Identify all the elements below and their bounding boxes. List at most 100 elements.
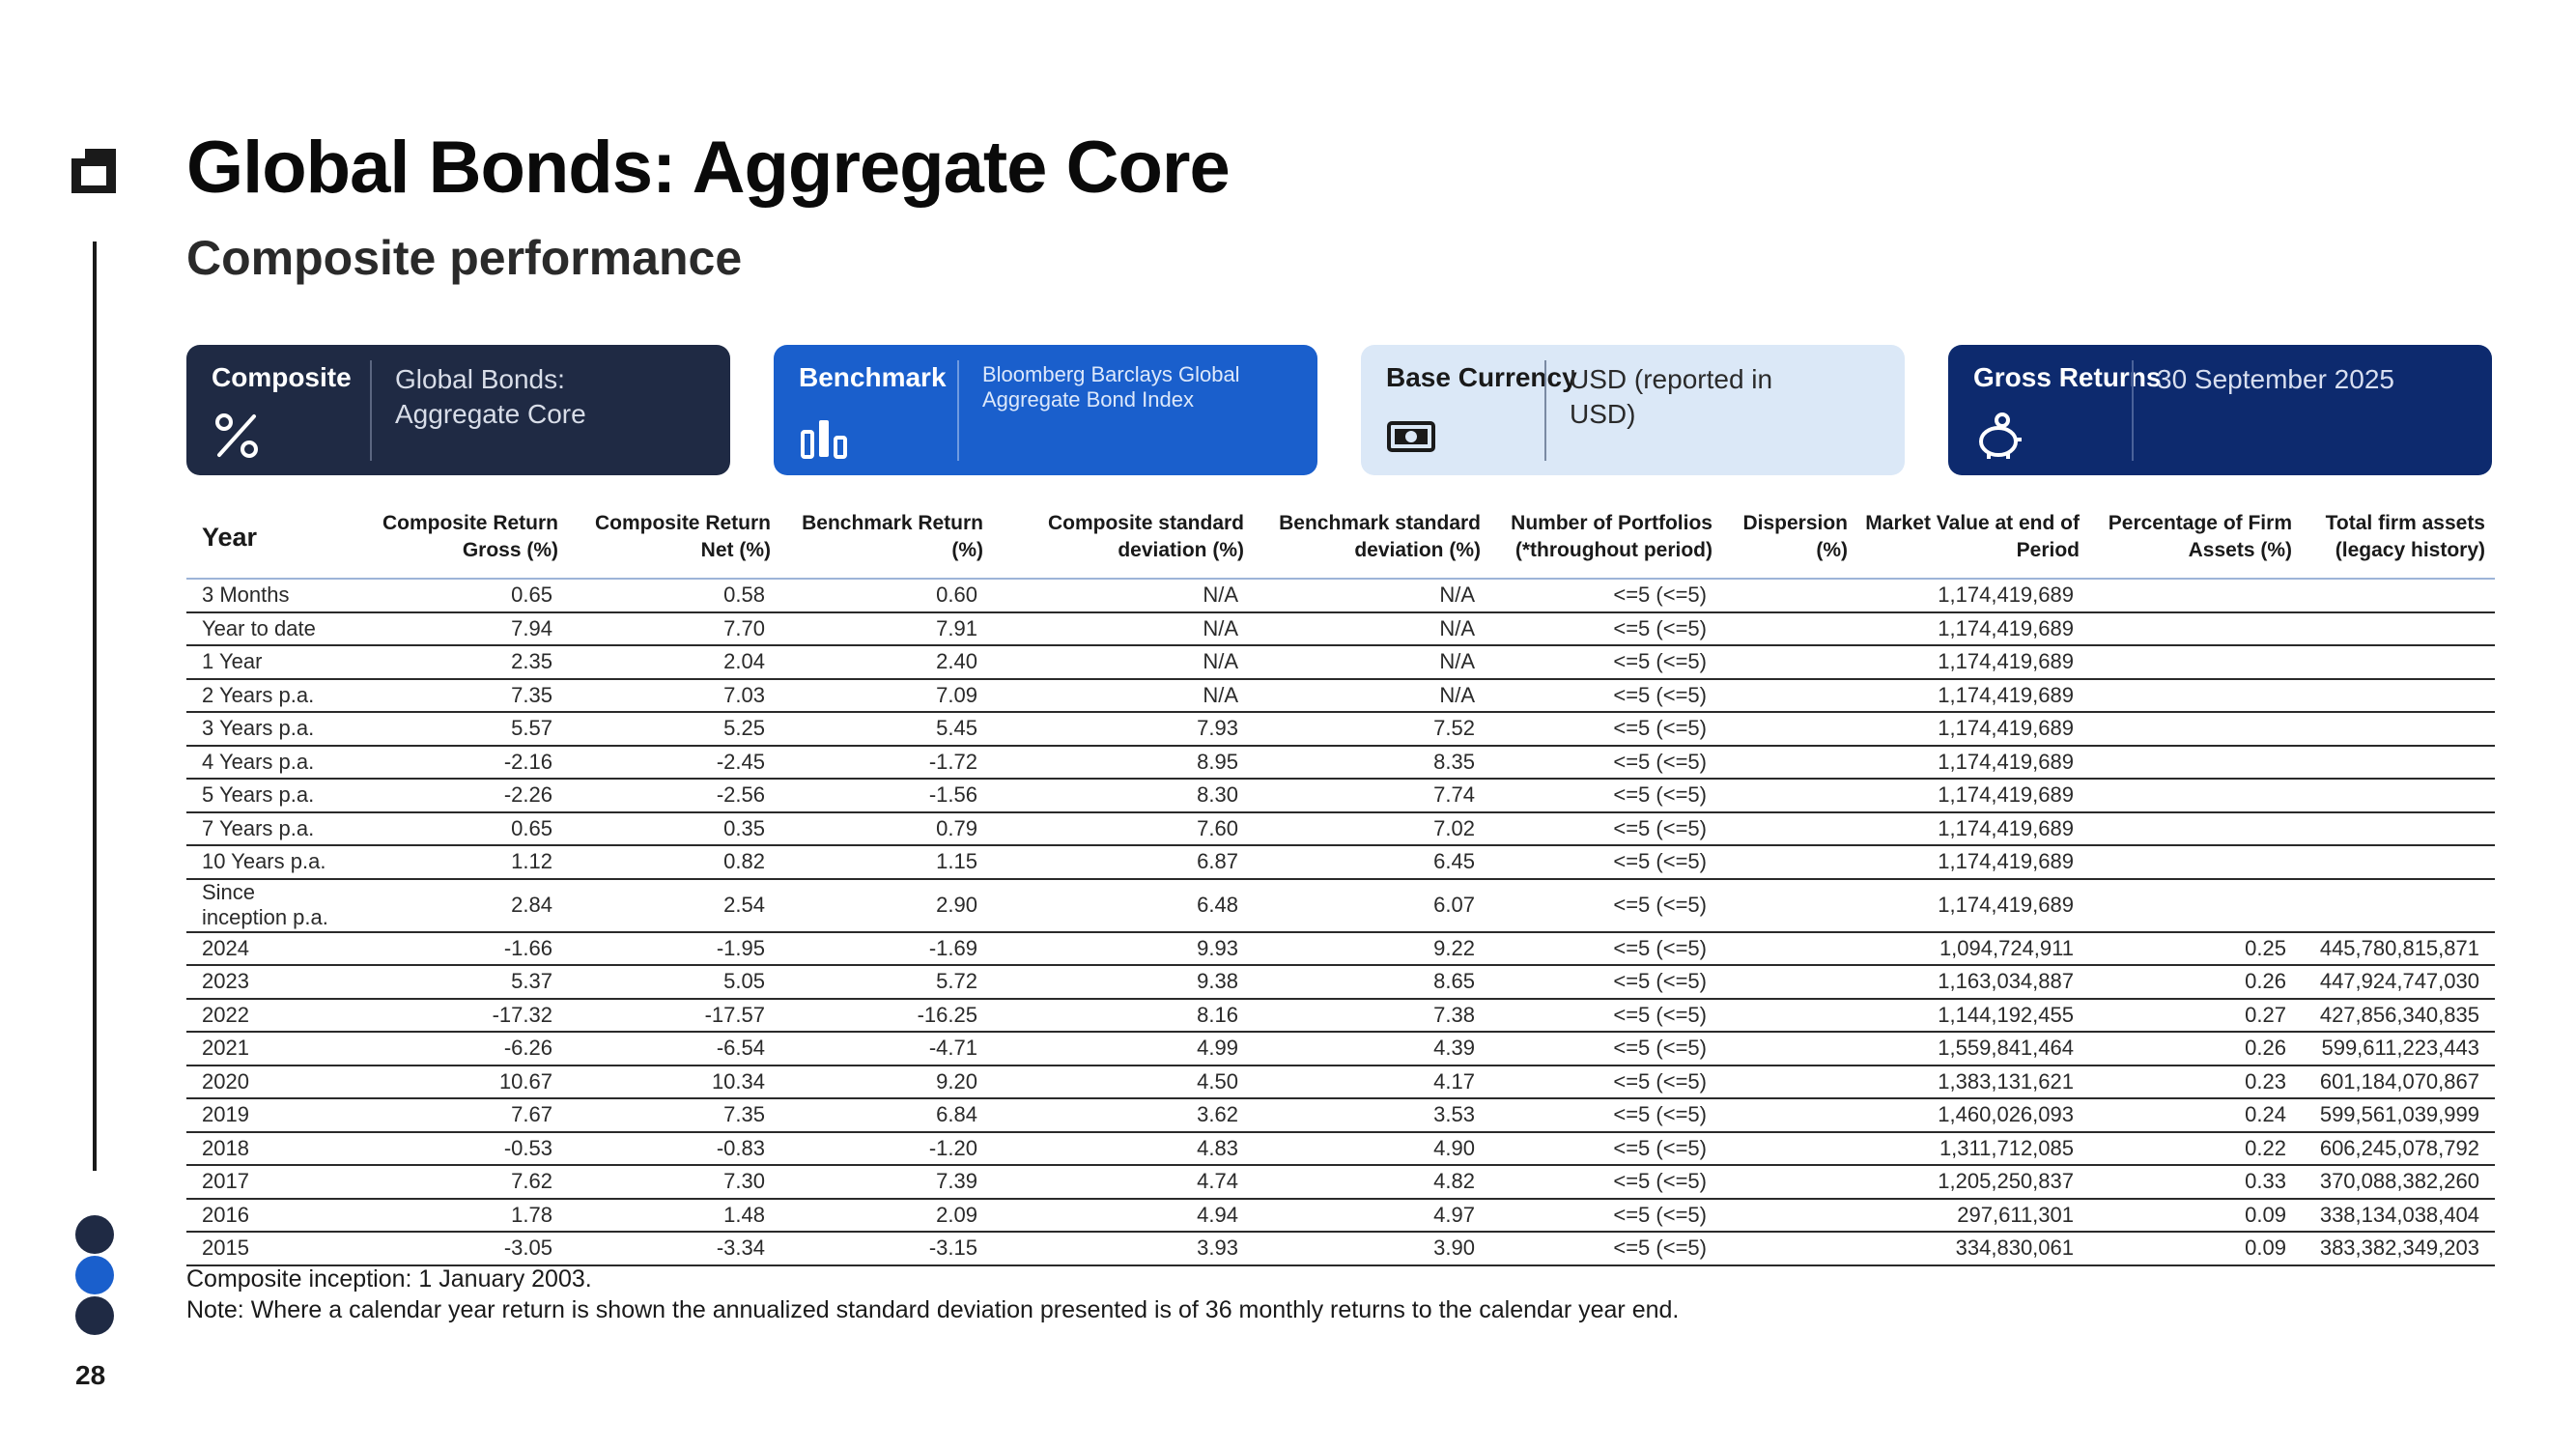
table-row: 2 Years p.a. 7.35 7.03 7.09 N/A N/A <=5 (<=5) 1… xyxy=(186,678,2495,713)
table-cell: 0.82 xyxy=(568,845,780,880)
table-cell: 4.74 xyxy=(993,1165,1254,1200)
table-cell: 1.78 xyxy=(355,1198,568,1233)
table-cell: 0.25 xyxy=(2089,931,2302,966)
table-cell: 1,174,419,689 xyxy=(1857,712,2089,747)
table-cell: 5.57 xyxy=(355,712,568,747)
table-cell: <=5 (<=5) xyxy=(1490,1032,1722,1066)
table-cell: 1.48 xyxy=(568,1198,780,1233)
table-cell xyxy=(1722,1232,1857,1266)
page-number: 28 xyxy=(75,1360,106,1390)
table-cell: 8.35 xyxy=(1254,745,1490,780)
table-cell: 2020 xyxy=(186,1065,355,1099)
table-cell: 1,383,131,621 xyxy=(1857,1065,2089,1099)
table-cell: 445,780,815,871 xyxy=(2302,931,2495,966)
table-cell: 5 Years p.a. xyxy=(186,779,355,813)
table-cell: 606,245,078,792 xyxy=(2302,1131,2495,1166)
table-cell: -1.66 xyxy=(355,931,568,966)
table-cell xyxy=(2302,845,2495,880)
table-cell: -6.54 xyxy=(568,1032,780,1066)
table-cell: 4.90 xyxy=(1254,1131,1490,1166)
table-cell: 0.09 xyxy=(2089,1198,2302,1233)
table-cell: 334,830,061 xyxy=(1857,1232,2089,1266)
column-header: Percentage of Firm Assets (%) xyxy=(2089,502,2302,580)
table-cell: 3 Months xyxy=(186,579,355,613)
table-cell: 1,163,034,887 xyxy=(1857,965,2089,1000)
table-cell: 1,174,419,689 xyxy=(1857,611,2089,646)
performance-table: Year Composite Return Gross (%) Composite … xyxy=(186,502,2495,1266)
table-cell: 4.99 xyxy=(993,1032,1254,1066)
table-cell: <=5 (<=5) xyxy=(1490,1198,1722,1233)
table-cell: -1.72 xyxy=(780,745,993,780)
table-cell xyxy=(2302,745,2495,780)
table-cell: <=5 (<=5) xyxy=(1490,931,1722,966)
table-cell: 6.84 xyxy=(780,1098,993,1133)
table-cell: 4.82 xyxy=(1254,1165,1490,1200)
table-row: 2019 7.67 7.35 6.84 3.62 3.53 <=5 (<=5) 1,460,0… xyxy=(186,1098,2495,1133)
table-cell xyxy=(2089,878,2302,933)
table-cell: 2022 xyxy=(186,998,355,1033)
table-cell: 0.33 xyxy=(2089,1165,2302,1200)
footnotes: Composite inception: 1 January 2003. Not… xyxy=(186,1264,1679,1325)
table-cell: 1,174,419,689 xyxy=(1857,845,2089,880)
table-cell: 338,134,038,404 xyxy=(2302,1198,2495,1233)
table-cell: 7.93 xyxy=(993,712,1254,747)
table-cell: 7.70 xyxy=(568,611,780,646)
table-cell: <=5 (<=5) xyxy=(1490,998,1722,1033)
table-cell: 3.53 xyxy=(1254,1098,1490,1133)
page-subtitle: Composite performance xyxy=(186,231,743,285)
table-cell: 447,924,747,030 xyxy=(2302,965,2495,1000)
table-cell xyxy=(2089,645,2302,680)
column-header: Year xyxy=(186,502,355,580)
table-cell: -1.20 xyxy=(780,1131,993,1166)
table-cell: 7.62 xyxy=(355,1165,568,1200)
table-cell: 7.35 xyxy=(568,1098,780,1133)
composite-card-label: Composite xyxy=(212,362,352,392)
table-cell: 2.54 xyxy=(568,878,780,933)
table-cell: 1,174,419,689 xyxy=(1857,745,2089,780)
table-row: Year to date 7.94 7.70 7.91 N/A N/A <=5 (<=5) 1… xyxy=(186,611,2495,646)
progress-dots xyxy=(75,1215,114,1337)
table-cell xyxy=(2302,645,2495,680)
column-header: Composite Return Gross (%) xyxy=(355,502,568,580)
table-cell: 2017 xyxy=(186,1165,355,1200)
base-currency-card-value: USD (reported in USD) xyxy=(1570,364,1773,429)
table-cell: 0.24 xyxy=(2089,1098,2302,1133)
table-cell: 1,174,419,689 xyxy=(1857,811,2089,846)
table-cell xyxy=(1722,1065,1857,1099)
table-cell: -1.56 xyxy=(780,779,993,813)
table-cell: 8.95 xyxy=(993,745,1254,780)
table-cell: 1 Year xyxy=(186,645,355,680)
table-cell: 10.67 xyxy=(355,1065,568,1099)
table-cell: -3.34 xyxy=(568,1232,780,1266)
table-row: 10 Years p.a. 1.12 0.82 1.15 6.87 6.45 <=5 (<=… xyxy=(186,845,2495,880)
table-cell xyxy=(2302,579,2495,613)
table-cell: 6.48 xyxy=(993,878,1254,933)
table-cell xyxy=(2302,878,2495,933)
table-cell xyxy=(2089,579,2302,613)
table-cell: 7.67 xyxy=(355,1098,568,1133)
table-cell: <=5 (<=5) xyxy=(1490,965,1722,1000)
table-cell: 9.20 xyxy=(780,1065,993,1099)
table-cell: <=5 (<=5) xyxy=(1490,1098,1722,1133)
table-cell: 7.03 xyxy=(568,678,780,713)
table-cell: 6.07 xyxy=(1254,878,1490,933)
table-cell xyxy=(2089,678,2302,713)
table-cell: 7.74 xyxy=(1254,779,1490,813)
table-cell: 2.90 xyxy=(780,878,993,933)
table-cell: 7.35 xyxy=(355,678,568,713)
column-header: Market Value at end of Period xyxy=(1857,502,2089,580)
table-cell: <=5 (<=5) xyxy=(1490,811,1722,846)
table-cell: N/A xyxy=(993,678,1254,713)
table-cell: 0.26 xyxy=(2089,965,2302,1000)
composite-card: Composite Global Bonds: Aggregate Core xyxy=(186,345,730,475)
table-cell: 7.39 xyxy=(780,1165,993,1200)
table-cell: -0.53 xyxy=(355,1131,568,1166)
table-cell: 9.93 xyxy=(993,931,1254,966)
table-cell xyxy=(1722,1198,1857,1233)
table-cell xyxy=(1722,645,1857,680)
table-cell: N/A xyxy=(1254,579,1490,613)
card-separator xyxy=(1544,360,1546,461)
table-cell: -2.45 xyxy=(568,745,780,780)
table-cell: 599,611,223,443 xyxy=(2302,1032,2495,1066)
table-row: 1 Year 2.35 2.04 2.40 N/A N/A <=5 (<=5) 1,174,4… xyxy=(186,645,2495,680)
